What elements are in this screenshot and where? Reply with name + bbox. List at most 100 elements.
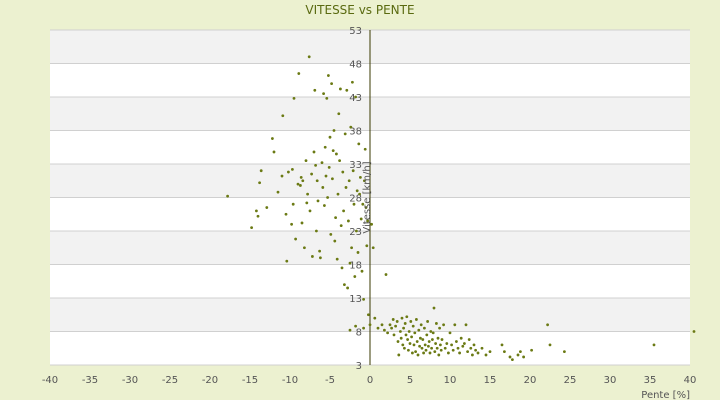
chart-title: VITESSE vs PENTE — [305, 3, 414, 17]
x-tick-label: -10 — [282, 375, 298, 386]
data-point — [311, 255, 314, 258]
y-tick-label: 8 — [356, 328, 362, 339]
data-point — [423, 343, 427, 347]
x-tick-label: 15 — [484, 375, 497, 386]
data-point — [310, 172, 313, 176]
data-point — [271, 137, 274, 140]
data-point — [321, 186, 325, 189]
data-point — [433, 350, 437, 353]
data-point — [332, 129, 336, 132]
data-point — [519, 350, 522, 353]
data-point — [276, 190, 280, 194]
data-point — [308, 209, 312, 213]
data-point — [451, 348, 455, 352]
data-point — [331, 149, 335, 153]
data-point — [347, 219, 350, 223]
data-point — [652, 343, 656, 347]
data-point — [297, 72, 301, 75]
data-point — [484, 353, 488, 357]
x-tick-label: 25 — [564, 375, 577, 386]
x-tick-label: -35 — [82, 375, 98, 386]
data-point — [419, 323, 423, 327]
data-point — [335, 257, 339, 261]
data-point — [306, 192, 309, 196]
data-point — [258, 181, 261, 185]
x-tick-label: -25 — [162, 375, 178, 386]
data-points — [226, 55, 696, 362]
data-point — [337, 112, 341, 116]
y-tick-label: 33 — [349, 160, 362, 171]
data-point — [415, 318, 418, 321]
data-point — [472, 343, 476, 347]
data-point — [437, 353, 441, 357]
data-point — [345, 88, 349, 92]
data-point — [339, 87, 342, 91]
data-point — [352, 202, 356, 206]
data-point — [424, 348, 428, 352]
data-point — [285, 259, 289, 263]
data-point — [334, 216, 337, 220]
data-point — [370, 222, 373, 226]
data-point — [265, 206, 269, 209]
y-tick-label: 13 — [349, 294, 362, 305]
data-point — [427, 344, 430, 348]
data-point — [390, 326, 393, 330]
data-point — [362, 297, 365, 301]
data-point — [363, 179, 366, 183]
data-point — [440, 338, 444, 341]
data-point — [423, 326, 426, 330]
data-point — [409, 320, 413, 323]
data-point — [338, 159, 341, 163]
data-point — [324, 174, 328, 178]
data-point — [368, 323, 372, 327]
data-point — [291, 202, 295, 206]
data-point — [300, 221, 304, 225]
data-point — [305, 201, 309, 205]
data-point — [303, 246, 306, 250]
data-point — [400, 316, 404, 320]
data-point — [394, 324, 397, 328]
data-point — [347, 179, 351, 183]
y-tick-label: 43 — [349, 93, 362, 104]
data-point — [450, 343, 453, 347]
data-point — [426, 320, 429, 323]
data-point — [459, 336, 463, 340]
data-point — [299, 184, 302, 187]
y-tick-label: 3 — [356, 361, 362, 372]
data-point — [420, 346, 424, 350]
data-point — [458, 351, 461, 355]
data-point — [411, 324, 415, 328]
data-point — [354, 95, 357, 99]
x-tick-label: -30 — [122, 375, 138, 386]
data-point — [335, 152, 338, 156]
y-tick-label: 53 — [349, 26, 362, 37]
data-point — [314, 163, 317, 167]
x-tick-label: 10 — [444, 375, 457, 386]
data-point — [421, 338, 425, 341]
x-tick-label: 40 — [684, 375, 697, 386]
data-point — [351, 169, 355, 173]
data-point — [226, 194, 230, 198]
data-point — [325, 96, 329, 100]
data-point — [346, 286, 349, 290]
data-point — [340, 266, 344, 270]
data-point — [455, 340, 458, 343]
data-point — [453, 323, 457, 327]
data-point — [401, 343, 405, 347]
data-point — [436, 336, 440, 340]
data-point — [432, 306, 436, 310]
data-point — [256, 214, 260, 218]
y-tick-label: 28 — [349, 194, 362, 205]
data-point — [445, 342, 449, 345]
x-axis-tick-labels: -40 -35 -30 -25 -20 -15 -10 -5 0 5 10 15 20 25 30 35 40 — [42, 375, 697, 386]
data-point — [292, 96, 296, 100]
y-tick-label: 38 — [349, 127, 362, 138]
data-point — [326, 196, 329, 199]
data-point — [399, 336, 403, 340]
data-point — [391, 318, 395, 321]
data-point — [349, 125, 353, 129]
data-point — [396, 340, 400, 343]
data-point — [367, 313, 370, 317]
data-point — [416, 353, 420, 357]
